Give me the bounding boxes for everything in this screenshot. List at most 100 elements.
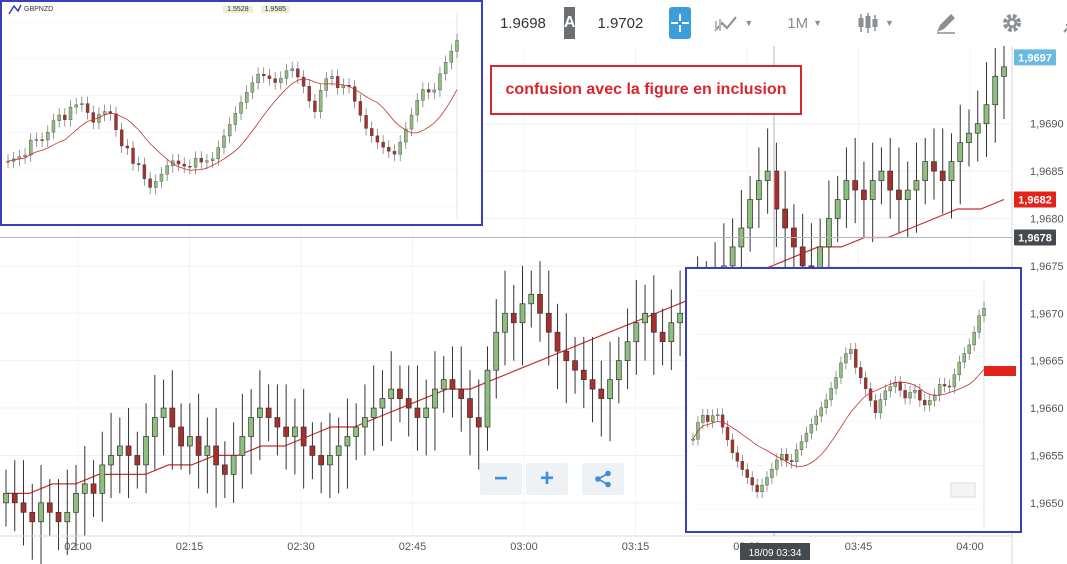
y-tick-label: 1,9665: [1030, 356, 1064, 368]
candle-up: [38, 502, 44, 523]
inset-candle: [740, 461, 745, 470]
candle-up: [81, 483, 88, 494]
inset-sell-price: 1.5528: [223, 5, 253, 13]
drawing-tools-button[interactable]: [916, 0, 976, 46]
gear-icon: [1002, 14, 1021, 32]
mode-button[interactable]: A: [563, 7, 576, 39]
candle-up: [729, 246, 736, 267]
y-tick-label: 1,9680: [1030, 213, 1064, 225]
inset-candle: [324, 78, 328, 91]
candle-up: [99, 464, 106, 494]
current-price-label-text: 1,9697: [1018, 52, 1052, 64]
inset-candle: [937, 384, 942, 396]
y-tick-label: 1,9675: [1030, 261, 1064, 273]
inset-candle: [154, 181, 158, 188]
candle-up: [388, 388, 395, 399]
x-tick-label: 02:00: [64, 541, 92, 553]
inset-candle: [352, 86, 357, 102]
candle-up: [151, 417, 158, 437]
inset-candle: [250, 82, 255, 93]
inset-candle: [57, 114, 61, 121]
zoom-in-button[interactable]: +: [526, 463, 568, 495]
inset-candle: [715, 414, 720, 417]
candle-up: [1001, 66, 1007, 77]
candle-up: [756, 180, 762, 200]
candle-up: [292, 426, 298, 437]
inset-candle: [898, 382, 902, 391]
inset-candle: [370, 128, 374, 137]
indicators-button[interactable]: ▼: [701, 0, 765, 46]
candle-up: [607, 379, 613, 399]
chevron-down-icon: ▼: [885, 18, 894, 28]
inset-candle: [205, 160, 209, 163]
candle-down: [265, 407, 272, 418]
candle-down: [852, 180, 859, 191]
inset-candle: [85, 103, 90, 113]
inset-candle: [210, 158, 215, 161]
share-button[interactable]: [582, 463, 624, 495]
zoom-out-button[interactable]: −: [480, 463, 522, 495]
candle-down: [931, 161, 937, 172]
inset-candle: [908, 392, 912, 399]
inset-candle: [844, 353, 848, 364]
chart-type-button[interactable]: ▼: [844, 0, 906, 46]
candle-up: [904, 189, 911, 200]
collapse-button[interactable]: [1048, 0, 1067, 46]
inset-candle: [188, 165, 192, 168]
x-tick-label: 02:30: [287, 541, 315, 553]
ask-price: 1.9702: [597, 14, 644, 32]
inset-candle: [290, 68, 294, 71]
inset-candle: [873, 400, 878, 413]
inset-candle: [34, 139, 39, 141]
inset-ma-line: [7, 78, 458, 171]
pencil-icon: [936, 14, 955, 34]
candle-down: [799, 246, 806, 267]
candle-down: [773, 170, 780, 210]
inset-candle: [216, 147, 220, 160]
inset-candle: [932, 394, 937, 401]
x-tick-label: 02:45: [399, 541, 427, 553]
inset-candle: [46, 131, 50, 141]
candle-up: [493, 331, 500, 371]
candle-down: [283, 426, 289, 437]
ma-price-label-text: 1,9682: [1018, 195, 1052, 207]
candle-up: [257, 407, 263, 418]
candle-up: [528, 293, 535, 305]
crosshair-button[interactable]: [669, 7, 692, 39]
settings-button[interactable]: [986, 0, 1038, 46]
inset-candle: [691, 439, 695, 441]
candle-down: [125, 445, 132, 456]
symbol-icon: [8, 4, 22, 15]
candle-up: [327, 455, 333, 466]
candle-down: [134, 455, 141, 466]
candle-down: [782, 208, 788, 229]
inset-candle: [863, 377, 868, 390]
inset-candle: [40, 139, 44, 141]
inset-candle: [750, 477, 754, 486]
candle-down: [300, 426, 307, 447]
zoom-controls: − +: [480, 463, 624, 495]
candle-down: [274, 417, 281, 428]
inset-candle: [142, 164, 147, 179]
crosshair-price-label-text: 1,9678: [1018, 232, 1052, 244]
candle-up: [230, 455, 237, 475]
inset-candle: [942, 384, 947, 387]
inset-candle: [335, 76, 340, 89]
inset-candle: [957, 361, 962, 375]
inset-candle: [878, 399, 883, 413]
inset-candle: [780, 453, 784, 461]
candle-down: [467, 398, 473, 418]
candle-down: [537, 293, 543, 314]
inset-candle: [706, 415, 710, 422]
inset-candle: [119, 129, 124, 147]
timeframe-select[interactable]: 1M ▼: [775, 0, 834, 46]
share-icon: [595, 470, 611, 488]
inset-candle: [256, 73, 260, 83]
inset-candle: [701, 415, 705, 423]
inset-candle: [834, 377, 838, 389]
inset-candle: [426, 89, 431, 93]
chevron-down-icon: ▼: [744, 18, 754, 28]
inset-candle: [962, 353, 966, 363]
candle-up: [834, 199, 841, 219]
inset-candle: [102, 111, 107, 115]
